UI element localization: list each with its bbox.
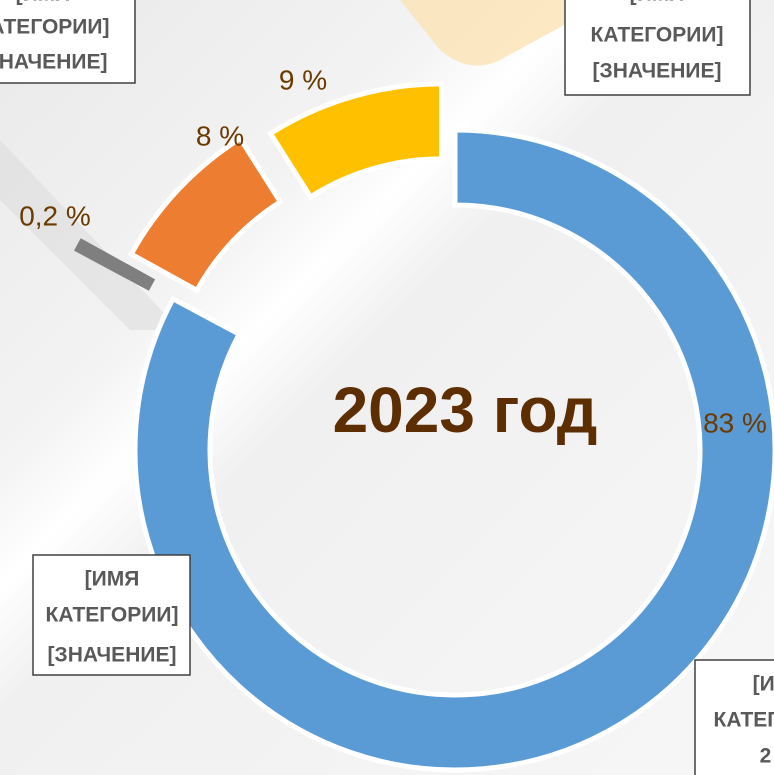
value-label: 8 % (196, 120, 244, 151)
callout-box (0, 0, 136, 84)
callout-text: [ЗНАЧЕНИЕ] (593, 60, 722, 83)
donut-segment (127, 135, 284, 294)
callout-text: КАТЕГОРИИ] (591, 24, 724, 47)
callout-text: КАТЕГОРИИ] (714, 709, 774, 732)
callout-box (694, 659, 774, 775)
callout-text: [ИМЯ (16, 0, 71, 6)
callout-text: [ИМЯ (85, 568, 140, 591)
chart-title: 2023 год (333, 374, 598, 446)
callout-text: КАТЕГОРИИ] (0, 16, 109, 39)
callout-text: 2 25 (760, 745, 774, 768)
donut-segment (74, 238, 156, 291)
value-label: 83 % (703, 407, 767, 438)
value-label: 0,2 % (19, 200, 91, 231)
donut-segment (132, 127, 774, 773)
callout-box (32, 554, 191, 676)
callout-text: [ЗНАЧЕНИЕ] (0, 51, 107, 74)
background-shape (400, 0, 610, 66)
callout-text: [ЗНАЧЕНИЕ] (48, 644, 177, 667)
callout-text: КАТЕГОРИИ] (46, 604, 179, 627)
value-label: 9 % (279, 64, 327, 95)
callout-text: [ИМЯ (630, 0, 685, 6)
callout-text: [ИМЯ (753, 673, 774, 696)
donut-segment (267, 81, 445, 201)
callout-box (564, 0, 751, 96)
